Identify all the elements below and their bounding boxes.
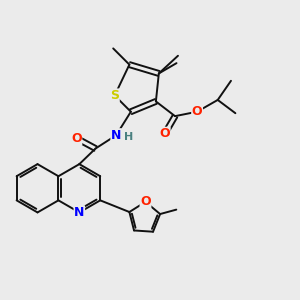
- Text: O: O: [71, 132, 82, 145]
- Text: H: H: [124, 132, 134, 142]
- Text: O: O: [140, 195, 151, 208]
- Text: N: N: [111, 129, 121, 142]
- Text: O: O: [192, 105, 203, 118]
- Text: N: N: [74, 206, 85, 219]
- Text: O: O: [159, 127, 170, 140]
- Text: S: S: [110, 89, 119, 102]
